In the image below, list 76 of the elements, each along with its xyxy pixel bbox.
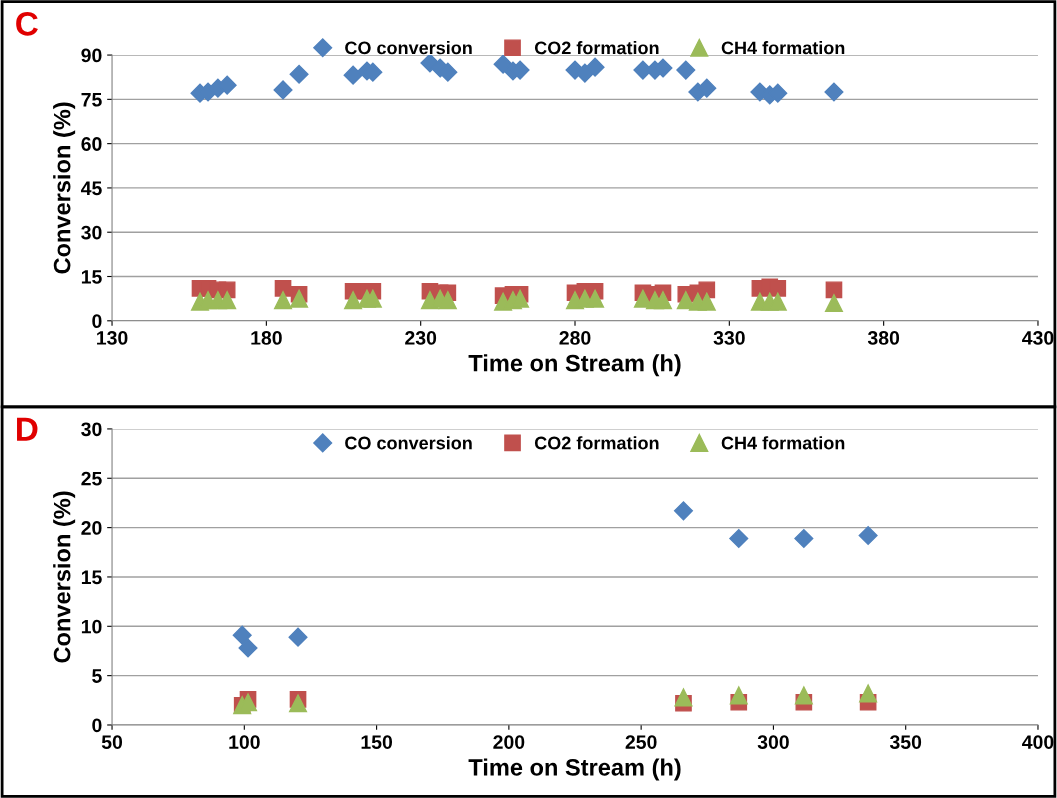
y-axis-title: Conversion (%) (53, 102, 76, 274)
point (824, 82, 844, 102)
x-tick-label: 100 (229, 735, 260, 749)
point (824, 294, 843, 313)
point (585, 57, 605, 77)
legend-label: CH4 formation (721, 436, 845, 450)
x-tick-label: 250 (625, 735, 657, 749)
point (676, 60, 696, 80)
point (633, 289, 652, 308)
point (273, 80, 293, 100)
point (288, 627, 308, 647)
point (697, 78, 717, 98)
y-tick-label: 0 (92, 718, 102, 733)
legend-label: CO conversion (345, 436, 472, 450)
point (673, 501, 694, 521)
x-tick-label: 350 (889, 735, 922, 750)
x-tick-label: 180 (251, 331, 282, 345)
legend-label: CO conversion (345, 41, 472, 55)
y-tick-label: 45 (80, 181, 102, 196)
point (438, 291, 457, 310)
point (794, 686, 813, 705)
x-tick-label: 50 (101, 735, 123, 749)
point (768, 292, 787, 311)
legend-label: CH4 formation (721, 41, 845, 55)
y-tick-label: 30 (81, 225, 102, 240)
point (825, 281, 843, 299)
point (218, 291, 237, 310)
y-axis-title: Conversion (%) (53, 491, 76, 663)
y-tick-label: 25 (81, 471, 102, 486)
x-tick-label: 400 (1022, 735, 1054, 749)
point (859, 684, 878, 703)
x-tick-label: 230 (405, 331, 437, 345)
point (858, 525, 878, 546)
y-tick-label: 60 (81, 137, 102, 151)
point (794, 528, 814, 549)
y-tick-label: 10 (81, 619, 102, 634)
x-tick-label: 280 (559, 331, 591, 345)
point (343, 65, 363, 85)
x-tick-label: 430 (1022, 331, 1054, 345)
legend-label: CO2 formation (534, 436, 659, 450)
point (674, 688, 693, 707)
point (290, 289, 309, 308)
point (344, 291, 363, 310)
y-tick-label: 90 (81, 48, 102, 63)
point (289, 64, 309, 84)
point (769, 279, 787, 297)
point (729, 686, 748, 705)
y-tick-label: 20 (81, 521, 102, 535)
x-tick-label: 380 (867, 331, 900, 345)
point (238, 638, 258, 658)
point (729, 528, 749, 549)
point (653, 291, 673, 310)
point (232, 625, 252, 645)
x-axis-title: Time on Stream (h) (468, 758, 681, 781)
point (274, 279, 292, 297)
y-tick-label: 15 (81, 570, 102, 585)
y-tick-label: 15 (81, 270, 102, 284)
x-tick-label: 150 (361, 735, 393, 749)
text: C (16, 12, 38, 36)
x-axis-title: Time on Stream (h) (468, 354, 681, 377)
x-tick-label: 330 (713, 331, 745, 345)
y-tick-label: 75 (81, 93, 102, 107)
point (288, 694, 308, 713)
y-tick-label: 30 (81, 422, 102, 437)
y-tick-label: 0 (92, 314, 102, 329)
point (586, 289, 605, 308)
point (274, 291, 293, 310)
point (363, 289, 382, 308)
y-tick-label: 5 (92, 669, 102, 683)
point (698, 281, 716, 299)
x-tick-label: 300 (757, 735, 789, 750)
text: D (17, 417, 38, 441)
x-tick-label: 200 (493, 735, 525, 749)
point (697, 292, 716, 311)
x-tick-label: 130 (97, 331, 128, 345)
legend-label: CO2 formation (534, 41, 659, 55)
